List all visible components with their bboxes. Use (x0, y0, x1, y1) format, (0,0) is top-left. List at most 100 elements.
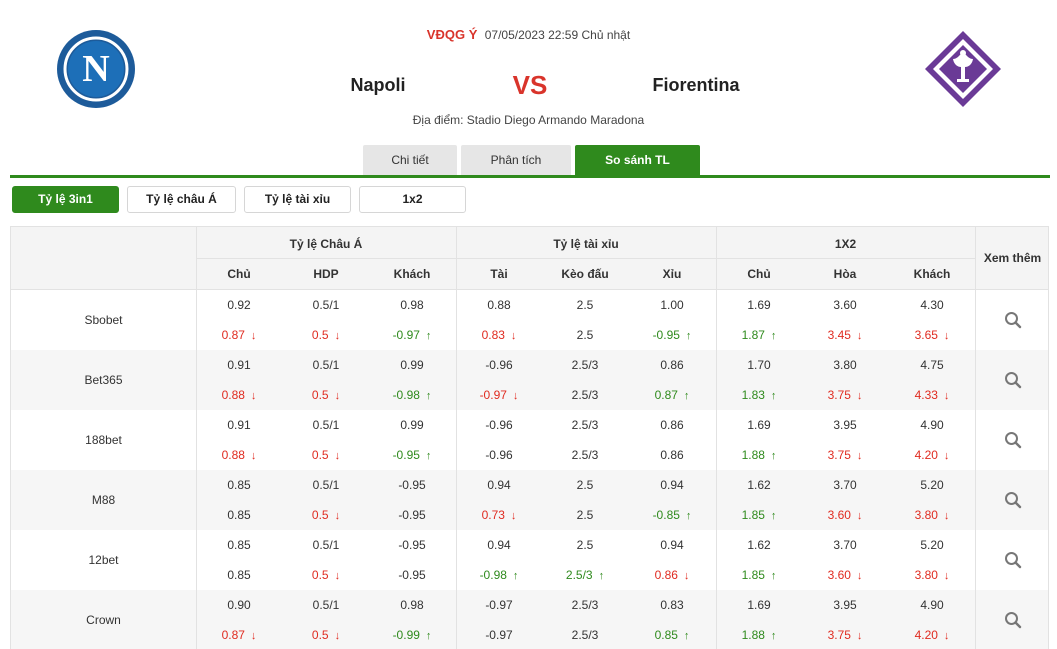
odds-value: -0.95 (392, 448, 420, 462)
home-team-name[interactable]: Napoli (350, 75, 406, 95)
open-odds-cell: 2.5/3 (571, 358, 599, 372)
live-odds-cell: -0.95 ↑ (369, 448, 455, 462)
table-header: Tỷ lệ Châu Á Tỷ lệ tài xỉu 1X2 Xem thêm … (11, 227, 1048, 290)
subtab-asian[interactable]: Tỷ lệ châu Á (127, 186, 236, 213)
odds-value: 1.83 (741, 388, 765, 402)
open-odds-cell: 2.5/3 (571, 598, 599, 612)
odds-value: 1.85 (741, 508, 765, 522)
odds-value: 0.5 (311, 448, 329, 462)
league-name[interactable]: VĐQG Ý (426, 27, 478, 42)
odds-value: 0.73 (481, 508, 505, 522)
bookmaker-name[interactable]: Crown (86, 613, 121, 627)
search-icon[interactable] (1004, 491, 1022, 509)
live-odds-cell: 3.80 ↓ (889, 508, 975, 522)
odds-value: 3.80 (914, 508, 938, 522)
bookmaker-name[interactable]: Sbobet (84, 313, 123, 327)
subtab-3in1[interactable]: Tỷ lệ 3in1 (12, 186, 119, 213)
live-odds-cell: -0.99 ↑ (369, 628, 455, 642)
open-odds-cell: 1.00 (660, 298, 684, 312)
arrow-down-icon: ↓ (510, 510, 517, 522)
arrow-down-icon: ↓ (683, 570, 690, 582)
odds-value: 1.85 (741, 568, 765, 582)
odds-value: -0.99 (392, 628, 420, 642)
live-odds-cell: 3.60 ↓ (802, 568, 888, 582)
open-odds-cell: 0.5/1 (312, 358, 340, 372)
odds-value: -0.97 (392, 328, 420, 342)
tab-odds-compare[interactable]: So sánh TL (575, 145, 700, 176)
live-odds-cell: -0.98 ↑ (369, 388, 455, 402)
open-odds-cell: 3.95 (833, 418, 857, 432)
search-icon[interactable] (1004, 551, 1022, 569)
arrow-down-icon: ↓ (856, 330, 863, 342)
odds-value: 0.5 (311, 328, 329, 342)
tab-detail[interactable]: Chi tiết (363, 145, 457, 176)
napoli-logo: N (57, 30, 135, 108)
odds-value: 2.5/3 (565, 568, 593, 582)
subtab-over-under[interactable]: Tỷ lệ tài xỉu (244, 186, 351, 213)
live-odds-cell: 3.45 ↓ (802, 328, 888, 342)
live-odds-cell: -0.97 (456, 628, 542, 642)
live-odds-cell: 4.33 ↓ (889, 388, 975, 402)
arrow-up-icon: ↑ (770, 390, 777, 402)
open-odds-cell: 3.95 (833, 598, 857, 612)
odds-value: 2.5 (576, 508, 594, 522)
open-odds-cell: 0.86 (660, 418, 684, 432)
open-odds-cell: 0.85 (227, 478, 251, 492)
odds-value: 1.88 (741, 628, 765, 642)
arrow-up-icon: ↑ (425, 450, 432, 462)
open-odds-cell: 3.70 (833, 478, 857, 492)
live-odds-cell: 0.5 ↓ (283, 568, 369, 582)
live-odds-cell: 3.75 ↓ (802, 388, 888, 402)
main-tabs: Chi tiết Phân tích So sánh TL (363, 145, 700, 176)
bookmaker-name[interactable]: M88 (91, 493, 116, 507)
live-odds-cell: 2.5/3 ↑ (542, 568, 628, 582)
arrow-up-icon: ↑ (770, 510, 777, 522)
table-row: M88 0.85 0.5/1 -0.95 0.94 2.5 0.94 1.62 3.70 5.20… (11, 470, 1048, 530)
arrow-up-icon: ↑ (770, 330, 777, 342)
arrow-up-icon: ↑ (770, 570, 777, 582)
live-odds-cell: 0.86 (629, 448, 715, 462)
odds-value: 2.5/3 (571, 628, 599, 642)
live-odds-cell: 0.88 ↓ (196, 388, 282, 402)
bookmaker-name[interactable]: 188bet (85, 433, 122, 447)
search-icon[interactable] (1004, 611, 1022, 629)
tab-analysis[interactable]: Phân tích (461, 145, 571, 176)
away-team-name[interactable]: Fiorentina (652, 75, 740, 95)
open-odds-cell: 0.94 (660, 538, 684, 552)
odds-value: 0.88 (221, 388, 245, 402)
bookmaker-name[interactable]: 12bet (88, 553, 119, 567)
odds-value: 2.5/3 (571, 448, 599, 462)
col-hdp: HDP (313, 267, 339, 281)
live-odds-cell: -0.95 (369, 508, 455, 522)
live-odds-cell: 0.87 ↓ (196, 628, 282, 642)
bookmaker-name[interactable]: Bet365 (84, 373, 123, 387)
live-odds-cell: -0.96 (456, 448, 542, 462)
open-odds-cell: 5.20 (920, 478, 944, 492)
arrow-down-icon: ↓ (250, 330, 257, 342)
odds-value: -0.98 (392, 388, 420, 402)
odds-value: 1.87 (741, 328, 765, 342)
search-icon[interactable] (1004, 431, 1022, 449)
odds-value: -0.98 (479, 568, 507, 582)
arrow-up-icon: ↑ (770, 450, 777, 462)
open-odds-cell: 0.91 (227, 418, 251, 432)
arrow-up-icon: ↑ (685, 510, 692, 522)
live-odds-cell: 0.85 (196, 508, 282, 522)
arrow-up-icon: ↑ (683, 630, 690, 642)
live-odds-cell: -0.97 ↓ (456, 388, 542, 402)
odds-value: 0.83 (481, 328, 505, 342)
search-icon[interactable] (1004, 371, 1022, 389)
tab-underline (10, 175, 1050, 178)
match-header: N VĐQG Ý 07/05/2023 22:59 Chủ nhật Napol… (0, 0, 1057, 178)
live-odds-cell: 2.5 (542, 328, 628, 342)
arrow-down-icon: ↓ (334, 510, 341, 522)
live-odds-cell: 2.5/3 (542, 448, 628, 462)
odds-value: 0.86 (654, 568, 678, 582)
search-icon[interactable] (1004, 311, 1022, 329)
open-odds-cell: 0.99 (400, 418, 424, 432)
odds-value: 0.88 (221, 448, 245, 462)
open-odds-cell: 0.5/1 (312, 418, 340, 432)
subtab-1x2[interactable]: 1x2 (359, 186, 466, 213)
open-odds-cell: 4.75 (920, 358, 944, 372)
odds-value: 3.75 (827, 388, 851, 402)
